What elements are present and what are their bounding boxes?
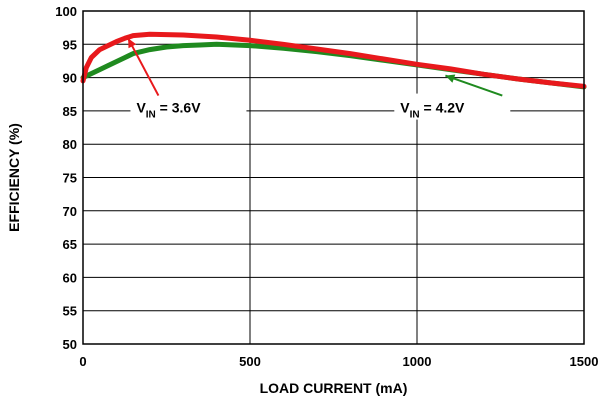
series-line-0 [80,31,587,89]
y-tick-label: 100 [55,4,77,19]
y-tick-label: 50 [63,337,77,352]
y-tick-label: 70 [63,204,77,219]
y-tick-label: 95 [63,37,77,52]
x-axis-label: LOAD CURRENT (mA) [260,380,408,396]
series-label-1: VIN = 4.2V [400,100,465,121]
y-tick-label: 90 [63,71,77,86]
x-tick-label: 1000 [403,354,432,369]
x-tick-label: 1500 [570,354,599,369]
y-tick-label: 55 [63,304,77,319]
y-tick-label: 65 [63,237,77,252]
x-tick-label: 500 [239,354,261,369]
y-tick-label: 75 [63,171,77,186]
annotation-arrowhead [128,38,137,49]
y-tick-label: 85 [63,104,77,119]
x-tick-label: 0 [79,354,86,369]
annotation-arrow-line [127,37,160,97]
y-tick-label: 60 [63,270,77,285]
annotation-background [130,93,247,120]
y-tick-label: 80 [63,137,77,152]
annotation-arrow-line [445,74,503,97]
annotations: VIN = 3.6V VIN = 4.2V [127,37,511,121]
annotation-arrowhead [445,74,456,83]
plot-frame [82,10,585,345]
grid [83,11,584,344]
y-axis-label: EFFICIENCY (%) [6,123,22,232]
series-lines [80,31,587,90]
series-label-0: VIN = 3.6V [136,100,201,121]
annotation-background [394,93,511,120]
